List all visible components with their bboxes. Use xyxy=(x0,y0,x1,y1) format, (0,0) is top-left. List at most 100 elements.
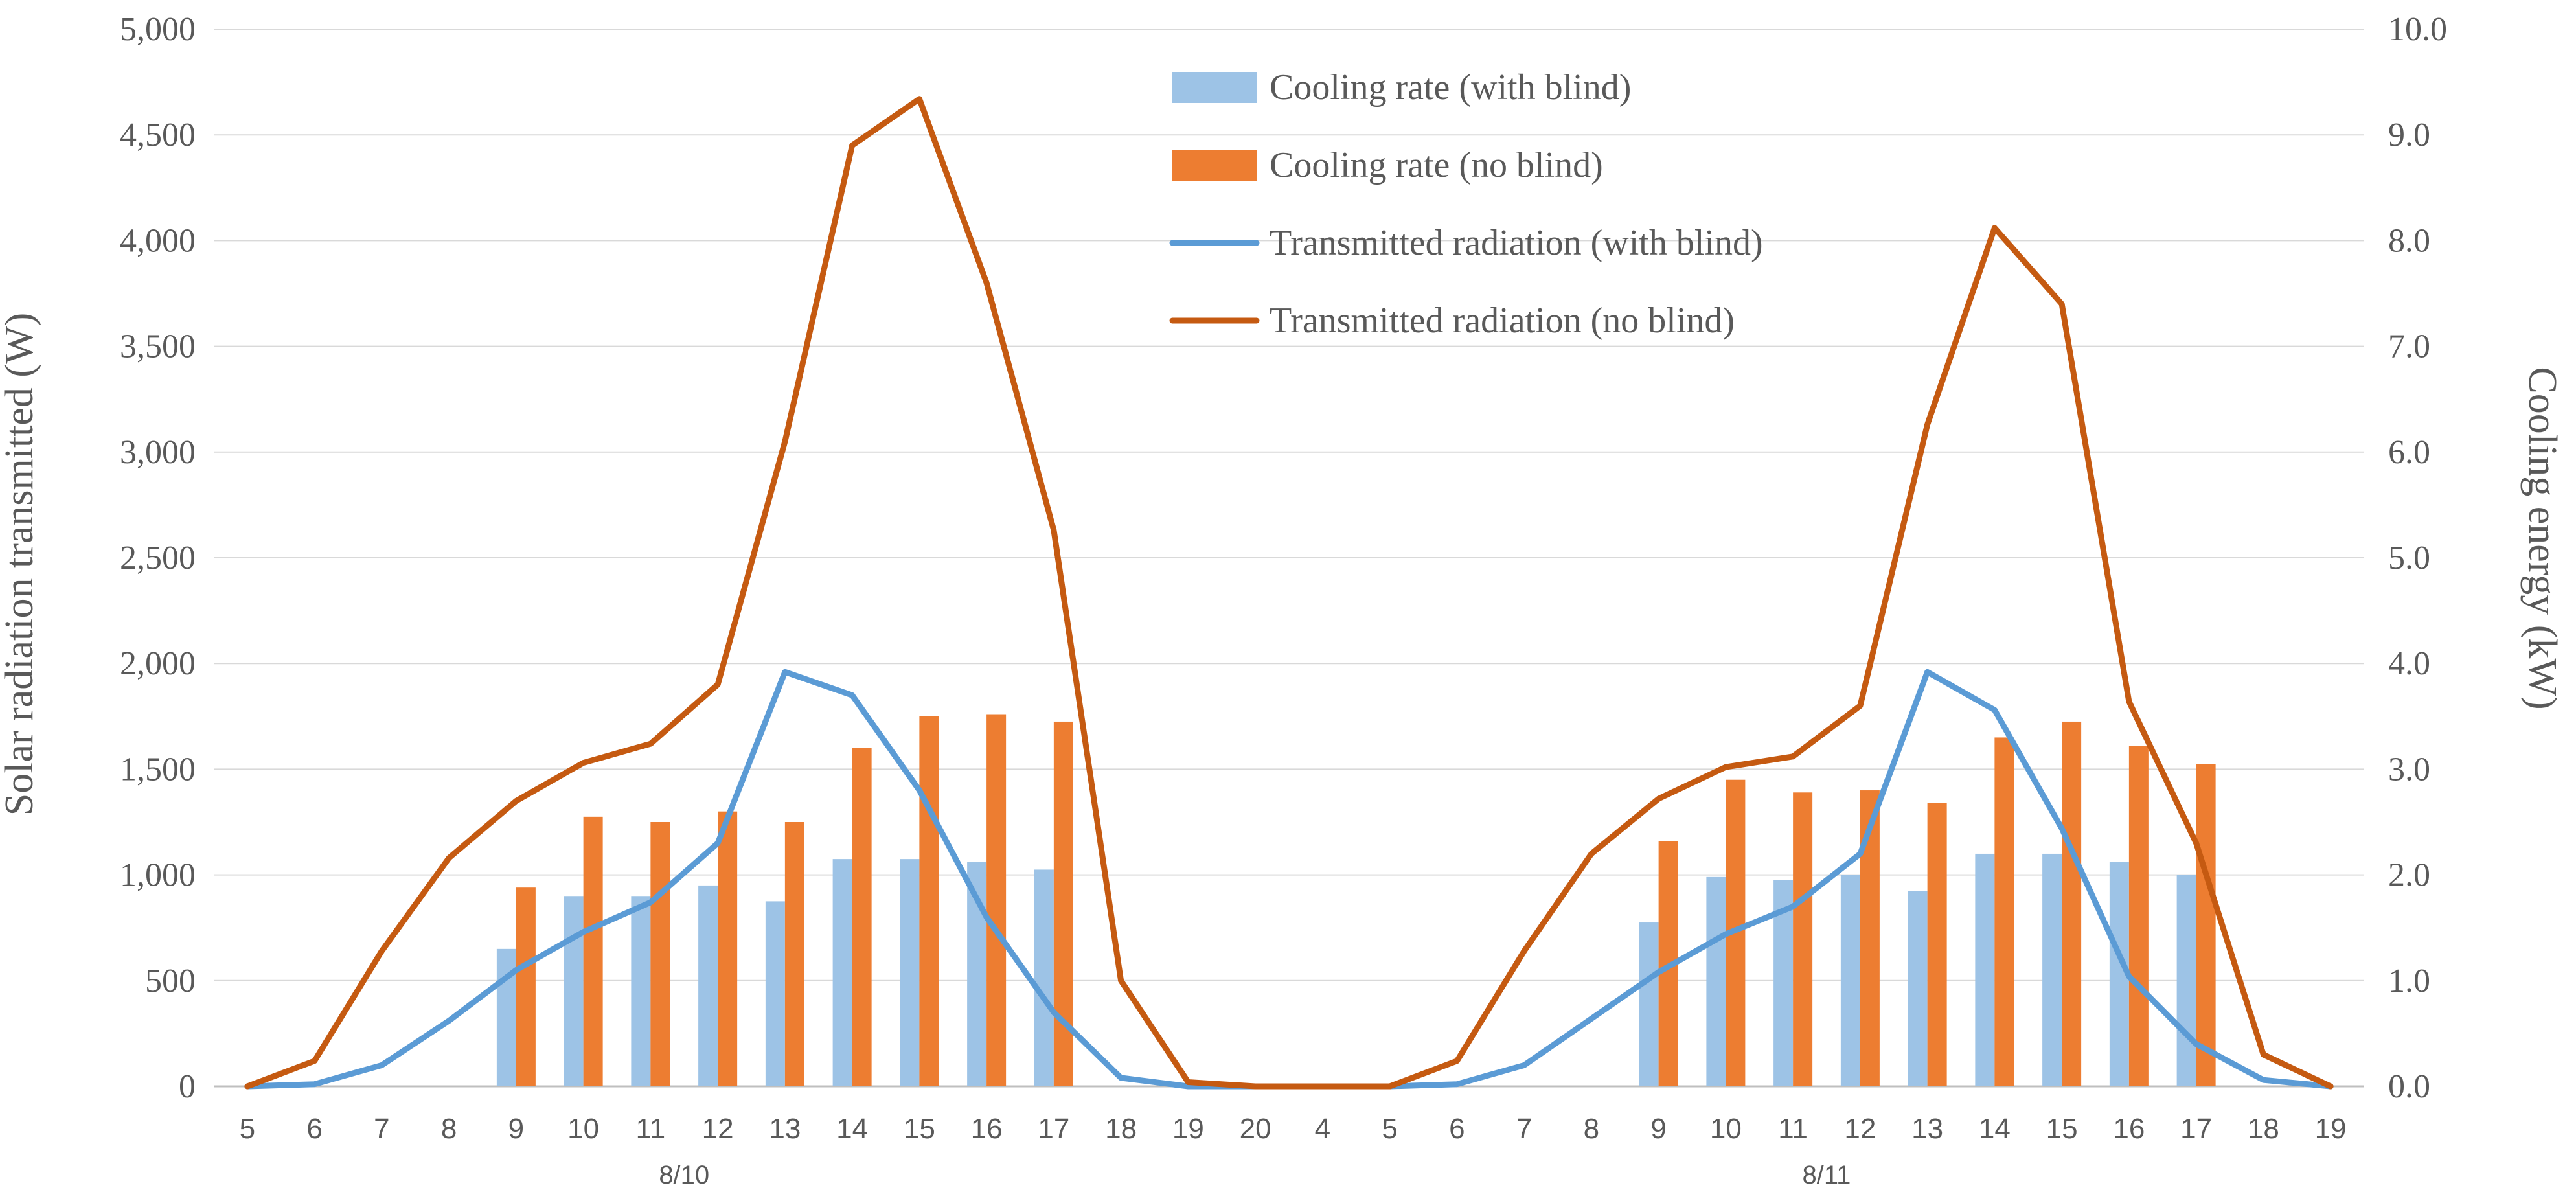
legend-label: Cooling rate (with blind) xyxy=(1270,67,1631,108)
bar-no-blind xyxy=(1793,792,1813,1086)
x-tick-label: 6 xyxy=(1449,1113,1465,1145)
bar-with-blind xyxy=(1034,869,1054,1086)
bar-with-blind xyxy=(2042,853,2062,1086)
line-radiation-no-blind xyxy=(244,96,2334,1090)
axis-layer: 0 500 1,000 1,500 2,000 2,500 3,000 3,500 4,000 4… xyxy=(0,11,2564,1189)
bar-no-blind xyxy=(583,816,603,1086)
right-tick-label: 1.0 xyxy=(2388,963,2430,1000)
x-tick-label: 9 xyxy=(1650,1113,1666,1145)
legend-label: Transmitted radiation (with blind) xyxy=(1270,223,1763,263)
line-radiation-with-blind xyxy=(244,669,2334,1090)
x-tick-label: 9 xyxy=(508,1113,524,1145)
left-tick-label: 5,000 xyxy=(120,11,196,48)
x-tick-label: 4 xyxy=(1315,1113,1330,1145)
x-tick-label: 13 xyxy=(1911,1113,1943,1145)
bar-layer xyxy=(496,714,2216,1086)
x-tick-label: 8 xyxy=(441,1113,457,1145)
x-tick-label: 19 xyxy=(1172,1113,1204,1145)
left-tick-label: 3,000 xyxy=(120,434,196,471)
grid-layer xyxy=(214,29,2364,1088)
y-axis-title-left: Solar radiation transmitted (W) xyxy=(0,313,41,816)
legend-label: Cooling rate (no blind) xyxy=(1270,145,1603,185)
bar-no-blind xyxy=(650,822,670,1086)
bar-with-blind xyxy=(832,859,852,1086)
right-tick-label: 0.0 xyxy=(2388,1068,2430,1105)
bar-no-blind xyxy=(1927,803,1947,1086)
bar-with-blind xyxy=(631,896,651,1086)
bar-with-blind xyxy=(765,901,785,1086)
bar-with-blind xyxy=(2176,875,2196,1086)
legend-layer: Cooling rate (with blind) Cooling rate (n… xyxy=(1169,67,1763,341)
right-tick-label: 7.0 xyxy=(2388,328,2430,365)
bar-no-blind xyxy=(784,822,804,1086)
bar-with-blind xyxy=(1706,876,1726,1086)
bar-with-blind xyxy=(1908,891,1928,1086)
left-tick-label: 4,500 xyxy=(120,117,196,154)
x-tick-label: 8 xyxy=(1584,1113,1599,1145)
left-tick-label: 0 xyxy=(179,1068,196,1105)
x-tick-label: 10 xyxy=(1710,1113,1742,1145)
x-tick-label: 12 xyxy=(702,1113,734,1145)
x-tick-label: 18 xyxy=(2248,1113,2279,1145)
bar-with-blind xyxy=(900,859,920,1086)
bar-with-blind xyxy=(1975,853,1995,1086)
x-tick-label: 16 xyxy=(971,1113,1003,1145)
right-tick-label: 8.0 xyxy=(2388,222,2430,259)
x-tick-label: 14 xyxy=(1979,1113,2011,1145)
x-tick-label: 13 xyxy=(769,1113,801,1145)
x-tick-label: 5 xyxy=(1382,1113,1397,1145)
bar-no-blind xyxy=(1994,737,2014,1086)
x-tick-label: 20 xyxy=(1240,1113,1271,1145)
x-tick-label: 5 xyxy=(240,1113,255,1145)
right-tick-label: 3.0 xyxy=(2388,751,2430,788)
date-label: 8/10 xyxy=(659,1161,709,1189)
x-tick-label: 16 xyxy=(2113,1113,2145,1145)
bar-no-blind xyxy=(2128,746,2149,1086)
date-label: 8/11 xyxy=(1803,1161,1851,1189)
bar-no-blind xyxy=(919,716,939,1086)
x-tick-label: 7 xyxy=(374,1113,389,1145)
right-tick-label: 10.0 xyxy=(2388,11,2447,48)
bar-with-blind xyxy=(1840,875,1860,1086)
y-axis-title-right: Cooling energy (kW) xyxy=(2520,367,2564,709)
right-tick-label: 9.0 xyxy=(2388,117,2430,154)
x-tick-label: 17 xyxy=(2180,1113,2212,1145)
x-tick-label: 14 xyxy=(836,1113,868,1145)
right-tick-label: 2.0 xyxy=(2388,857,2430,894)
x-tick-label: 15 xyxy=(2046,1113,2078,1145)
x-tick-label: 12 xyxy=(1844,1113,1876,1145)
line-layer xyxy=(244,96,2334,1090)
x-tick-label: 19 xyxy=(2315,1113,2347,1145)
left-tick-label: 1,500 xyxy=(120,751,196,788)
left-tick-label: 4,000 xyxy=(120,222,196,259)
x-tick-label: 11 xyxy=(1778,1113,1808,1145)
x-tick-label: 6 xyxy=(306,1113,322,1145)
x-tick-label: 7 xyxy=(1516,1113,1532,1145)
bar-with-blind xyxy=(564,896,584,1086)
legend-swatch xyxy=(1172,150,1257,181)
bar-no-blind xyxy=(986,714,1007,1086)
x-tick-label: 11 xyxy=(636,1113,666,1145)
right-tick-label: 6.0 xyxy=(2388,434,2430,471)
x-tick-label: 10 xyxy=(567,1113,599,1145)
left-tick-label: 1,000 xyxy=(120,857,196,894)
bar-no-blind xyxy=(2062,721,2082,1086)
x-tick-label: 17 xyxy=(1038,1113,1069,1145)
legend-swatch xyxy=(1172,72,1257,103)
left-tick-label: 2,000 xyxy=(120,645,196,682)
bar-no-blind xyxy=(718,811,738,1086)
bar-no-blind xyxy=(852,748,872,1086)
left-tick-label: 3,500 xyxy=(120,328,196,365)
left-tick-label: 500 xyxy=(145,963,196,1000)
legend-label: Transmitted radiation (no blind) xyxy=(1270,301,1735,341)
right-tick-label: 4.0 xyxy=(2388,645,2430,682)
bar-with-blind xyxy=(698,885,718,1086)
bar-with-blind xyxy=(1639,922,1659,1086)
x-tick-label: 18 xyxy=(1105,1113,1137,1145)
right-tick-label: 5.0 xyxy=(2388,540,2430,577)
bar-no-blind xyxy=(516,887,536,1086)
bar-no-blind xyxy=(2196,764,2216,1086)
x-tick-label: 15 xyxy=(904,1113,935,1145)
